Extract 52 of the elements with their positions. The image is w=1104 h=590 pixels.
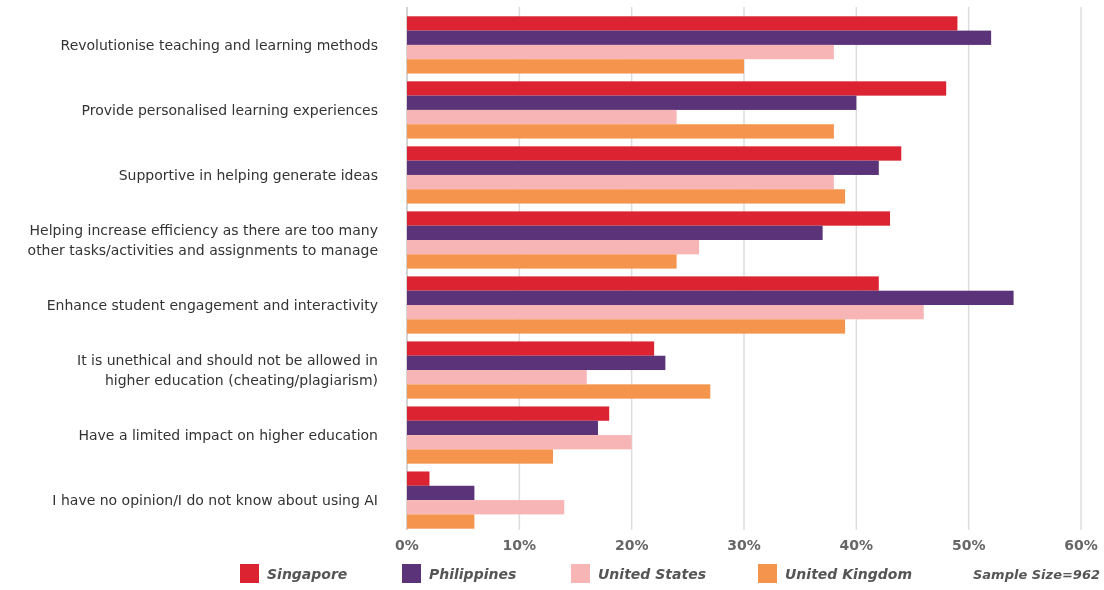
y-tick-label: Enhance student engagement and interactivity [46, 297, 378, 314]
y-tick-label: It is unethical and should not be allowed in higher education (cheating/plagiarism) [77, 352, 378, 389]
bar [407, 514, 475, 529]
bar [407, 225, 823, 240]
bar [407, 276, 879, 291]
bar [407, 355, 666, 371]
y-tick-label: Provide personalised learning experiences [81, 101, 378, 118]
bar [407, 254, 677, 269]
bar [407, 124, 834, 139]
bar [407, 95, 857, 110]
bar [407, 370, 587, 385]
bar [407, 30, 992, 45]
text: Sample Size=962 [972, 567, 1100, 582]
bar [407, 500, 565, 515]
bar [407, 146, 902, 161]
bar [407, 174, 834, 190]
bar [407, 341, 655, 356]
x-tick-label: 0% [395, 537, 419, 553]
y-tick-label: Have a limited impact on higher education [78, 427, 378, 444]
x-tick-label: 10% [502, 537, 537, 553]
bar [407, 211, 891, 226]
bar [407, 290, 1014, 306]
bar [407, 406, 610, 421]
x-tick-label: 30% [727, 537, 761, 553]
bar [407, 81, 947, 96]
y-tick-label: Helping increase efficiency as there are too many other tasks/activities and assignments to manage [27, 221, 378, 258]
bar [407, 384, 711, 399]
x-tick-label: 60% [1064, 537, 1098, 553]
bar [407, 189, 846, 204]
bar [407, 160, 879, 175]
bar [407, 59, 744, 74]
x-tick-label: 40% [839, 537, 874, 553]
legend-label: United Kingdom [785, 566, 913, 582]
bar [407, 485, 475, 501]
x-tick-label: 50% [951, 537, 986, 553]
y-tick-label: Revolutionise teaching and learning methods [60, 36, 378, 53]
x-tick-label: 20% [614, 537, 649, 553]
bar [407, 449, 554, 464]
y-tick-label: I have no opinion/I do not know about using AI [52, 492, 378, 509]
bar [407, 44, 834, 60]
bar [407, 109, 677, 125]
bar [407, 239, 700, 255]
bar [407, 435, 632, 450]
legend-label: Philippines [429, 566, 517, 582]
bar [407, 471, 430, 486]
y-tick-label: Supportive in helping generate ideas [118, 166, 378, 183]
legend-label: United States [598, 566, 706, 582]
bar [407, 16, 958, 31]
bar [407, 420, 598, 436]
bar [407, 319, 846, 334]
bar [407, 305, 924, 320]
legend-label: Singapore [267, 566, 348, 582]
